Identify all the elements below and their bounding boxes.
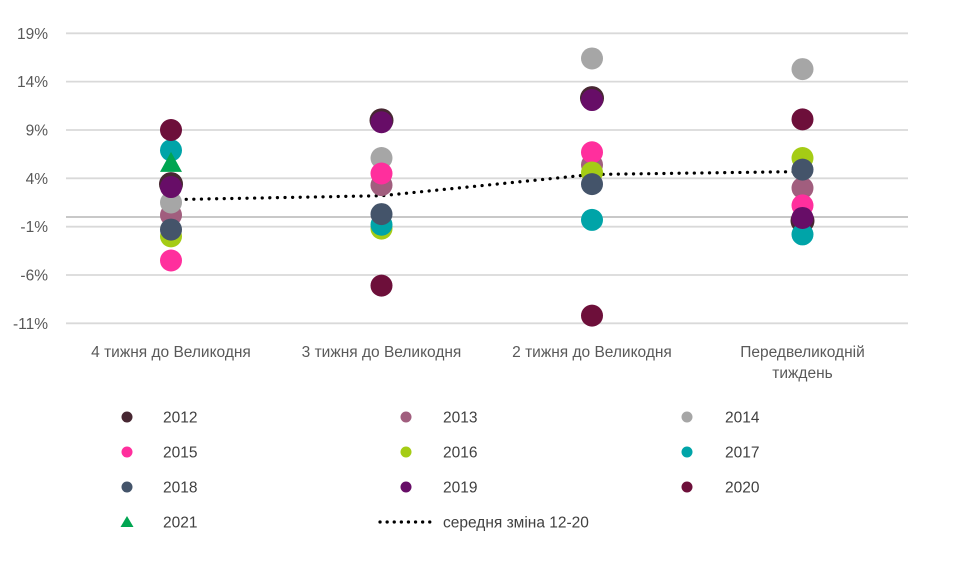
y-axis-tick-label: -6% (20, 268, 48, 285)
legend-marker-2017 (681, 446, 693, 458)
x-axis-label-cat3: тиждень (772, 365, 832, 382)
legend-marker-2013 (400, 411, 412, 423)
legend-label-2018: 2018 (163, 480, 197, 497)
legend-marker-2020 (681, 481, 693, 493)
legend-label-2021: 2021 (163, 515, 197, 532)
data-point-2017-cat0 (160, 139, 182, 162)
data-point-2020-cat1 (370, 274, 393, 297)
data-point-2018-cat1 (370, 203, 393, 226)
legend-label-2015: 2015 (163, 445, 197, 462)
y-axis-tick-label: 19% (17, 26, 48, 43)
legend-marker-2019 (400, 481, 412, 493)
legend-marker-2021 (120, 516, 134, 527)
data-point-2017-cat2 (581, 208, 603, 231)
y-axis-tick-label: 14% (17, 74, 48, 91)
data-point-2018-cat0 (160, 218, 182, 241)
legend-marker-2014 (681, 411, 693, 423)
legend-label-2017: 2017 (725, 445, 759, 462)
data-point-2014-cat2 (581, 47, 603, 70)
legend-label-average-line: середня зміна 12-20 (443, 515, 589, 532)
x-axis-label-cat1: 3 тижня до Великодня (302, 344, 462, 361)
data-point-2015-cat2 (581, 141, 603, 164)
data-point-2020-cat2 (581, 304, 603, 327)
y-axis-tick-label: 4% (26, 171, 49, 188)
data-point-2020-cat0 (160, 118, 182, 141)
data-point-2015-cat0 (160, 249, 182, 272)
legend-marker-2015 (121, 446, 133, 458)
data-point-2021-cat0 (160, 151, 182, 172)
legend-marker-2018 (121, 481, 133, 493)
x-axis-label-cat3: Передвеликодній (740, 344, 865, 361)
legend-marker-2012 (121, 411, 133, 423)
legend-label-2013: 2013 (443, 410, 477, 427)
y-axis-tick-label: 9% (26, 122, 49, 139)
legend-label-2016: 2016 (443, 445, 477, 462)
data-point-2018-cat2 (581, 173, 603, 196)
legend-label-2020: 2020 (725, 480, 760, 497)
data-point-2018-cat3 (791, 158, 814, 181)
data-point-2020-cat3 (791, 108, 814, 131)
legend-marker-2016 (400, 446, 412, 458)
data-point-2017-cat3 (791, 223, 814, 246)
legend-label-2019: 2019 (443, 480, 477, 497)
data-point-2019-cat2 (581, 89, 603, 112)
data-point-2019-cat0 (160, 176, 182, 199)
x-axis-label-cat2: 2 тижня до Великодня (512, 344, 672, 361)
data-point-2019-cat3 (791, 206, 814, 229)
data-point-2014-cat1 (370, 147, 393, 170)
data-point-2013-cat3 (791, 176, 814, 199)
data-point-2014-cat3 (791, 58, 814, 81)
data-point-2015-cat1 (370, 162, 393, 185)
data-point-2014-cat0 (160, 191, 182, 214)
data-point-2019-cat1 (370, 111, 393, 134)
x-axis-label-cat0: 4 тижня до Великодня (91, 344, 251, 361)
y-axis-tick-label: -11% (13, 316, 48, 333)
legend-label-2012: 2012 (163, 410, 197, 427)
average-change-dotted-line (169, 169, 805, 202)
y-axis-tick-label: -1% (20, 219, 48, 236)
legend-label-2014: 2014 (725, 410, 760, 427)
